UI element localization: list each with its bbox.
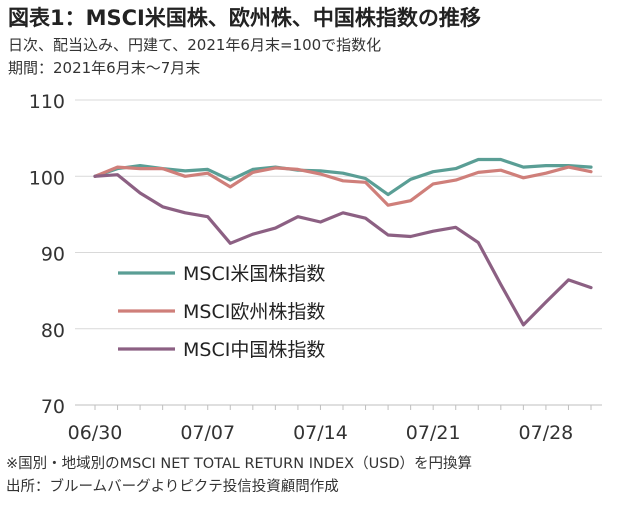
chart-source: 出所：ブルームバーグよりピクテ投信投資顧問作成 xyxy=(6,479,339,495)
x-tick-label: 07/07 xyxy=(180,422,235,444)
chart-subtitle: 日次、配当込み、円建て、2021年6月末=100で指数化 xyxy=(8,36,382,54)
x-tick-label: 07/21 xyxy=(406,422,461,444)
y-tick-label-110: 110 xyxy=(29,91,65,113)
legend-label-2: MSCI欧州株指数 xyxy=(183,301,325,323)
y-tick-label-100: 100 xyxy=(29,167,65,189)
legend-label-3: MSCI中国株指数 xyxy=(183,339,325,361)
series-line-1 xyxy=(93,157,593,197)
x-tick-label: 06/30 xyxy=(68,422,123,444)
chart-period: 期間：2021年6月末～7月末 xyxy=(8,59,201,77)
y-tick-label-70: 70 xyxy=(41,396,65,418)
x-tick-label: 07/28 xyxy=(519,422,574,444)
y-tick-label-80: 80 xyxy=(41,320,65,342)
y-tick-label-90: 90 xyxy=(41,244,65,266)
legend-label-1: MSCI米国株指数 xyxy=(183,263,325,285)
x-tick-label: 07/14 xyxy=(293,422,348,444)
series-line-3 xyxy=(93,173,593,327)
page-title: 図表1：MSCI米国株、欧州株、中国株指数の推移 xyxy=(8,6,481,30)
chart-note: ※国別・地域別のMSCI NET TOTAL RETURN INDEX（USD）… xyxy=(6,456,473,472)
series-line-2 xyxy=(93,165,593,207)
